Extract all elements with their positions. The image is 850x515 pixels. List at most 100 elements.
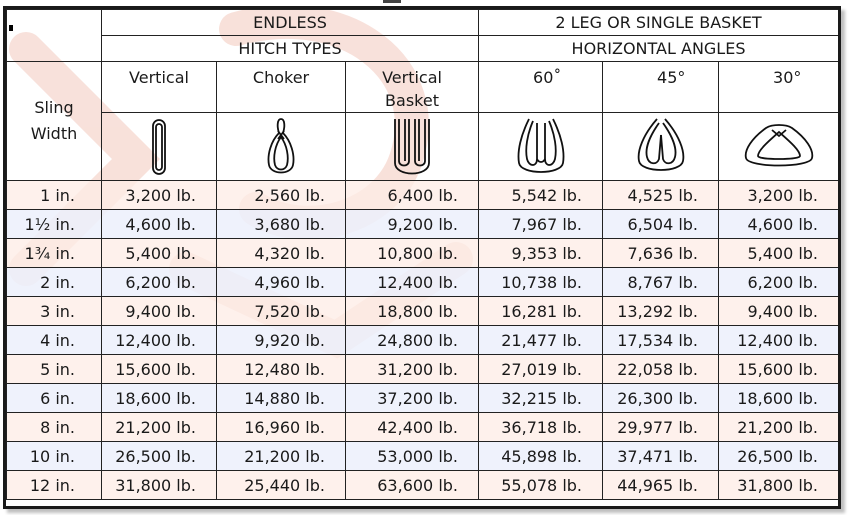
endless-header: ENDLESS <box>100 9 480 36</box>
angle-30-cell: 18,600 lb. <box>718 383 838 413</box>
vertical-cell: 12,400 lb. <box>101 325 217 355</box>
choker-cell: 14,880 lb. <box>216 383 346 413</box>
vertical-basket-cell: 10,800 lb. <box>344 238 480 268</box>
sling-width-cell: 8 in. <box>6 412 102 442</box>
angle-45-cell: 8,767 lb. <box>602 267 720 297</box>
choker-cell: 12,480 lb. <box>216 354 346 384</box>
angle-45-cell: 7,636 lb. <box>602 238 720 268</box>
angle-45-cell: 6,504 lb. <box>602 209 720 239</box>
vertical-cell: 21,200 lb. <box>101 412 217 442</box>
vertical-basket-cell: 9,200 lb. <box>344 209 480 239</box>
basket-30-degree-icon <box>718 112 838 181</box>
sling-width-line2: Width <box>30 124 78 143</box>
basket-60-degree-icon <box>478 112 604 181</box>
angle-60-cell: 5,542 lb. <box>478 180 604 210</box>
two-leg-header: 2 LEG OR SINGLE BASKET <box>478 9 838 36</box>
choker-cell: 4,320 lb. <box>216 238 346 268</box>
table-row: 1 in. 3,200 lb. 2,560 lb. 6,400 lb. 5,542 lb… <box>6 180 838 210</box>
angle-60-cell: 55,078 lb. <box>478 470 604 500</box>
table-row: 3 in. 9,400 lb. 7,520 lb. 18,800 lb. 16,281 … <box>6 296 838 326</box>
basket-45-degree-icon <box>602 112 720 181</box>
sling-width-cell: 6 in. <box>6 383 102 413</box>
angle-60-cell: 27,019 lb. <box>478 354 604 384</box>
angle-45-cell: 44,965 lb. <box>602 470 720 500</box>
angle-45-cell: 29,977 lb. <box>602 412 720 442</box>
top-edge-fragment <box>383 0 401 3</box>
angle-30-header: 30° <box>718 61 838 113</box>
table-row: 1¾ in. 5,400 lb. 4,320 lb. 10,800 lb. 9,353 … <box>6 238 838 268</box>
vertical-header: Vertical <box>101 61 217 113</box>
angle-30-cell: 5,400 lb. <box>718 238 838 268</box>
vertical-basket-cell: 24,800 lb. <box>344 325 480 355</box>
sling-width-cell: 1 in. <box>6 180 102 210</box>
angle-45-header: 45° <box>602 61 720 113</box>
choker-cell: 4,960 lb. <box>216 267 346 297</box>
angle-30-cell: 6,200 lb. <box>718 267 838 297</box>
angle-60-cell: 21,477 lb. <box>478 325 604 355</box>
angle-60-header: 60˚ <box>478 61 604 113</box>
capacity-table: ENDLESS 2 LEG OR SINGLE BASKET HITCH TYP… <box>6 9 838 500</box>
angle-60-cell: 45,898 lb. <box>478 441 604 471</box>
choker-header: Choker <box>216 61 346 113</box>
angle-30-cell: 26,500 lb. <box>718 441 838 471</box>
table-row: 6 in. 18,600 lb. 14,880 lb. 37,200 lb. 32,21… <box>6 383 838 413</box>
choker-cell: 25,440 lb. <box>216 470 346 500</box>
table-row: 12 in. 31,800 lb. 25,440 lb. 63,600 lb. 55,0… <box>6 470 838 500</box>
angle-60-cell: 16,281 lb. <box>478 296 604 326</box>
vertical-cell: 4,600 lb. <box>101 209 217 239</box>
vertical-basket-cell: 18,800 lb. <box>344 296 480 326</box>
angle-30-cell: 4,600 lb. <box>718 209 838 239</box>
angle-30-cell: 12,400 lb. <box>718 325 838 355</box>
vertical-basket-line2: Basket <box>385 91 439 110</box>
choker-cell: 9,920 lb. <box>216 325 346 355</box>
vertical-cell: 18,600 lb. <box>101 383 217 413</box>
vertical-cell: 15,600 lb. <box>101 354 217 384</box>
vertical-cell: 9,400 lb. <box>101 296 217 326</box>
vertical-basket-cell: 31,200 lb. <box>344 354 480 384</box>
vertical-basket-icon <box>344 112 480 181</box>
angle-30-cell: 3,200 lb. <box>718 180 838 210</box>
horizontal-angles-header: HORIZONTAL ANGLES <box>478 35 838 62</box>
angle-60-cell: 7,967 lb. <box>478 209 604 239</box>
choker-cell: 7,520 lb. <box>216 296 346 326</box>
vertical-basket-line1: Vertical <box>382 68 442 87</box>
choker-cell: 21,200 lb. <box>216 441 346 471</box>
vertical-basket-header: Vertical Basket <box>344 61 480 113</box>
angle-45-cell: 13,292 lb. <box>602 296 720 326</box>
table-row: 4 in. 12,400 lb. 9,920 lb. 24,800 lb. 21,477… <box>6 325 838 355</box>
angle-45-cell: 17,534 lb. <box>602 325 720 355</box>
angle-45-cell: 26,300 lb. <box>602 383 720 413</box>
vertical-basket-cell: 53,000 lb. <box>344 441 480 471</box>
vertical-cell: 6,200 lb. <box>101 267 217 297</box>
hitch-types-header: HITCH TYPES <box>100 35 480 62</box>
vertical-basket-cell: 63,600 lb. <box>344 470 480 500</box>
blank-header-cell <box>6 9 102 62</box>
angle-60-cell: 36,718 lb. <box>478 412 604 442</box>
table-row: 5 in. 15,600 lb. 12,480 lb. 31,200 lb. 27,01… <box>6 354 838 384</box>
table-row: 1½ in. 4,600 lb. 3,680 lb. 9,200 lb. 7,967 l… <box>6 209 838 239</box>
angle-30-cell: 31,800 lb. <box>718 470 838 500</box>
table-row: 8 in. 21,200 lb. 16,960 lb. 42,400 lb. 36,71… <box>6 412 838 442</box>
choker-hitch-icon <box>216 112 346 181</box>
vertical-basket-cell: 12,400 lb. <box>344 267 480 297</box>
capacity-rows: 1 in. 3,200 lb. 2,560 lb. 6,400 lb. 5,542 lb… <box>6 180 838 500</box>
vertical-cell: 3,200 lb. <box>101 180 217 210</box>
angle-30-cell: 21,200 lb. <box>718 412 838 442</box>
choker-cell: 2,560 lb. <box>216 180 346 210</box>
angle-60-cell: 9,353 lb. <box>478 238 604 268</box>
vertical-cell: 26,500 lb. <box>101 441 217 471</box>
sling-width-cell: 4 in. <box>6 325 102 355</box>
angle-30-cell: 15,600 lb. <box>718 354 838 384</box>
table-row: 2 in. 6,200 lb. 4,960 lb. 12,400 lb. 10,738 … <box>6 267 838 297</box>
angle-30-cell: 9,400 lb. <box>718 296 838 326</box>
sling-width-cell: 3 in. <box>6 296 102 326</box>
table-row: 10 in. 26,500 lb. 21,200 lb. 53,000 lb. 45,8… <box>6 441 838 471</box>
angle-45-cell: 4,525 lb. <box>602 180 720 210</box>
vertical-basket-cell: 6,400 lb. <box>344 180 480 210</box>
sling-width-cell: 1½ in. <box>6 209 102 239</box>
sling-width-cell: 10 in. <box>6 441 102 471</box>
vertical-sling-icon <box>101 112 217 181</box>
sling-width-cell: 5 in. <box>6 354 102 384</box>
sling-width-header: Sling Width <box>6 61 102 181</box>
sling-capacity-chart: ENDLESS 2 LEG OR SINGLE BASKET HITCH TYP… <box>3 6 841 509</box>
